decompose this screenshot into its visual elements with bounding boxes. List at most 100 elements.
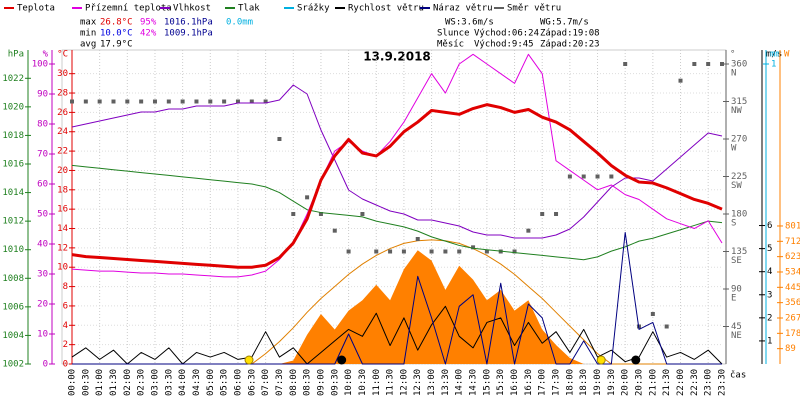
y-tick-label: 28 xyxy=(57,89,68,99)
x-tick-label: 03:00 xyxy=(150,369,160,396)
x-tick-label: 07:00 xyxy=(261,369,271,396)
y-tick-label: 1002 xyxy=(2,360,24,370)
compass-label: SW xyxy=(731,181,742,191)
y-tick-label: 100 xyxy=(32,60,48,70)
y-tick-label: 270 xyxy=(731,135,747,145)
compass-label: E xyxy=(731,294,736,304)
legend-label: Tlak xyxy=(238,4,260,14)
series-line xyxy=(72,231,722,365)
y-tick-label: 1022 xyxy=(2,74,24,84)
x-tick-label: 22:30 xyxy=(690,369,700,396)
y-tick-label: 20 xyxy=(57,166,68,176)
y-tick-label: 24 xyxy=(57,127,68,137)
direction-mark xyxy=(263,99,268,104)
direction-mark xyxy=(111,99,116,104)
axis-unit: ° xyxy=(730,50,735,60)
stat-label: min xyxy=(80,29,96,39)
y-tick-label: 50 xyxy=(37,210,48,220)
y-tick-label: 80 xyxy=(37,120,48,130)
direction-mark xyxy=(125,99,130,104)
y-tick-label: 445 xyxy=(785,283,800,293)
y-tick-label: 135 xyxy=(731,247,747,257)
direction-mark xyxy=(152,99,157,104)
compass-label: SE xyxy=(731,256,742,266)
x-tick-label: 11:30 xyxy=(386,369,396,396)
y-tick-label: 225 xyxy=(731,172,747,182)
x-tick-label: 04:00 xyxy=(178,369,188,396)
y-tick-label: 801 xyxy=(785,221,800,231)
direction-mark xyxy=(139,99,144,104)
legend-label: Teplota xyxy=(17,4,55,14)
x-tick-label: 12:30 xyxy=(413,369,423,396)
y-tick-label: 356 xyxy=(785,298,800,308)
x-tick-label: 22:00 xyxy=(676,369,686,396)
direction-mark xyxy=(484,249,489,254)
direction-mark xyxy=(678,78,683,83)
x-tick-label: 23:30 xyxy=(718,369,728,396)
y-tick-label: 1004 xyxy=(2,331,24,341)
axis-unit: W xyxy=(784,50,790,60)
direction-mark xyxy=(429,249,434,254)
stat-label: Měsíc xyxy=(437,40,464,50)
direction-mark xyxy=(706,62,711,66)
y-tick-label: 1012 xyxy=(2,217,24,227)
moon-rise-marker xyxy=(337,355,347,365)
stat-label: max xyxy=(80,18,97,28)
x-tick-label: 13:00 xyxy=(427,369,437,396)
x-tick-label: 15:00 xyxy=(482,369,492,396)
x-tick-label: 05:30 xyxy=(220,369,230,396)
direction-mark xyxy=(415,237,420,241)
direction-mark xyxy=(664,324,669,329)
y-tick-label: 30 xyxy=(37,270,48,280)
x-tick-label: 17:00 xyxy=(538,369,548,396)
x-tick-label: 00:00 xyxy=(68,369,78,396)
y-tick-label: 267 xyxy=(785,313,800,323)
series-line xyxy=(71,103,723,269)
x-tick-label: 19:00 xyxy=(593,369,603,396)
sun-rise-marker xyxy=(244,355,254,365)
y-tick-label: 60 xyxy=(37,180,48,190)
x-tick-label: 21:30 xyxy=(662,369,672,396)
x-tick-label: 04:30 xyxy=(192,369,202,396)
x-tick-label: 16:30 xyxy=(524,369,534,396)
direction-mark xyxy=(70,99,74,104)
direction-mark xyxy=(97,99,102,104)
direction-mark xyxy=(554,212,559,216)
direction-mark xyxy=(623,62,628,66)
x-tick-label: 10:30 xyxy=(358,369,368,396)
direction-mark xyxy=(692,62,697,66)
direction-mark xyxy=(540,212,545,216)
legend-label: Přízemní teplota xyxy=(85,4,172,14)
direction-mark xyxy=(581,174,586,179)
y-tick-label: 623 xyxy=(785,252,800,262)
y-tick-label: 40 xyxy=(37,240,48,250)
stat: 1016.1hPa xyxy=(164,18,213,28)
legend-label: Srážky xyxy=(297,4,330,14)
x-tick-label: 10:00 xyxy=(344,369,354,396)
direction-mark xyxy=(567,174,572,179)
direction-mark xyxy=(650,312,655,316)
y-tick-label: 30 xyxy=(57,69,68,79)
x-tick-label: 01:30 xyxy=(109,369,119,396)
y-tick-label: 6 xyxy=(767,221,772,231)
x-tick-label: 03:30 xyxy=(164,369,174,396)
y-tick-label: 1018 xyxy=(2,131,24,141)
direction-mark xyxy=(166,99,171,104)
y-tick-label: 315 xyxy=(731,97,747,107)
x-tick-label: 15:30 xyxy=(496,369,506,396)
y-tick-label: 0 xyxy=(63,360,68,370)
y-tick-label: 1008 xyxy=(2,274,24,284)
direction-mark xyxy=(305,195,310,200)
stat: Západ:19:08 xyxy=(540,29,600,39)
series-line xyxy=(71,305,723,365)
direction-mark xyxy=(720,62,724,66)
y-tick-label: 712 xyxy=(785,237,800,247)
compass-label: N xyxy=(731,69,736,79)
y-tick-label: 360 xyxy=(731,60,747,70)
y-tick-label: 3 xyxy=(767,290,772,300)
y-tick-label: 70 xyxy=(37,150,48,160)
stat: Západ:20:23 xyxy=(540,40,600,50)
x-tick-label: 05:00 xyxy=(206,369,216,396)
direction-mark xyxy=(443,249,448,254)
y-tick-label: 1 xyxy=(767,336,772,346)
